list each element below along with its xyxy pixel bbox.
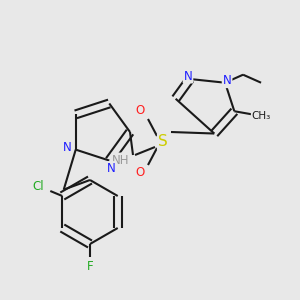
Text: O: O <box>135 104 145 118</box>
Text: CH₃: CH₃ <box>252 111 271 121</box>
Text: Cl: Cl <box>32 179 44 193</box>
Text: S: S <box>158 134 168 149</box>
Text: N: N <box>223 74 231 87</box>
Text: N: N <box>107 162 116 175</box>
Text: NH: NH <box>112 154 130 166</box>
Text: methyl: methyl <box>264 115 269 116</box>
Text: N: N <box>184 70 192 83</box>
Text: O: O <box>135 167 145 179</box>
Text: F: F <box>87 260 93 272</box>
Text: N: N <box>63 141 72 154</box>
